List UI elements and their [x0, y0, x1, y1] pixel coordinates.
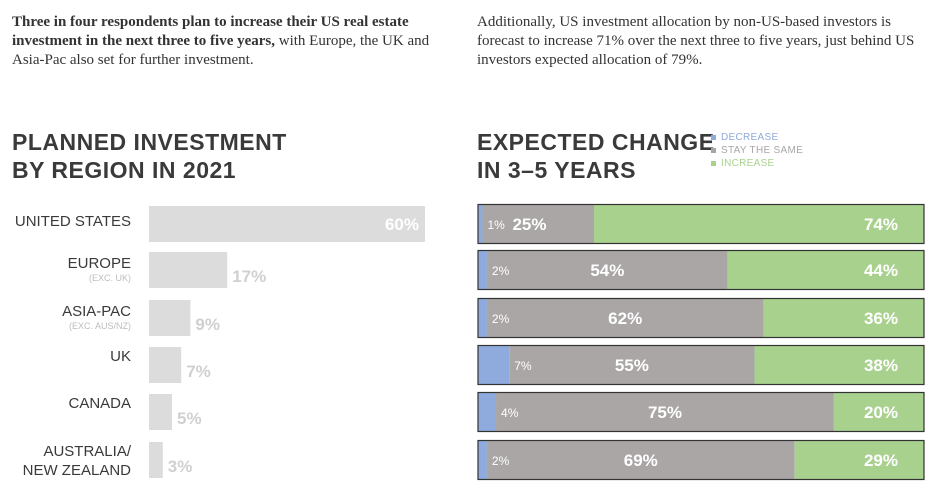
segment-increase: [794, 440, 924, 480]
planned-heading-line1: PLANNED INVESTMENT: [12, 129, 287, 155]
region-label: UK: [110, 348, 131, 365]
planned-investment-heading: PLANNED INVESTMENT BY REGION IN 2021: [12, 128, 287, 184]
stacked-bar-outline: [477, 203, 925, 245]
increase-value-label: 74%: [864, 215, 898, 234]
planned-heading-line2: BY REGION IN 2021: [12, 157, 237, 183]
segment-decrease: [478, 440, 487, 480]
legend-label-stay: STAY THE SAME: [721, 145, 804, 156]
stay-value-label: 55%: [615, 356, 649, 375]
intro-left-bold: Three in four respondents plan to increa…: [12, 14, 409, 49]
legend-swatch-stay: [711, 148, 716, 153]
decrease-value-label: 2%: [492, 454, 510, 468]
segment-increase: [763, 298, 924, 338]
legend-item-increase: INCREASE: [711, 157, 803, 170]
region-label: EUROPE: [68, 255, 131, 272]
intro-right: Additionally, US investment allocation b…: [477, 14, 915, 68]
segment-stay: [496, 392, 834, 432]
region-bar: [149, 442, 163, 478]
increase-value-label: 44%: [864, 261, 898, 280]
stacked-bar-outline: [477, 391, 925, 433]
segment-increase: [754, 345, 924, 385]
stay-value-label: 25%: [512, 215, 546, 234]
segment-decrease: [478, 392, 497, 432]
segment-decrease: [478, 345, 510, 385]
intro-left-rest: with Europe, the UK and Asia-Pac also se…: [12, 33, 430, 68]
intro-left: Three in four respondents plan to increa…: [12, 13, 457, 70]
segment-increase: [833, 392, 924, 432]
region-note: (EXC. UK): [89, 273, 131, 283]
region-value-label: 7%: [186, 362, 211, 381]
increase-value-label: 38%: [864, 356, 898, 375]
legend-swatch-decrease: [711, 135, 716, 140]
stay-value-label: 69%: [624, 451, 658, 470]
region-note: (EXC. AUS/NZ): [69, 321, 131, 331]
stacked-bar-outline: [477, 439, 925, 481]
region-value-label: 17%: [232, 267, 266, 286]
region-value-label: 5%: [177, 409, 202, 428]
segment-stay: [509, 345, 755, 385]
decrease-value-label: 2%: [492, 312, 510, 326]
increase-value-label: 29%: [864, 451, 898, 470]
legend-item-stay: STAY THE SAME: [711, 144, 803, 157]
stay-value-label: 62%: [608, 309, 642, 328]
region-value-label: 3%: [168, 457, 193, 476]
segment-stay: [486, 298, 764, 338]
segment-stay: [482, 204, 594, 244]
legend-label-increase: INCREASE: [721, 158, 775, 169]
region-bar: [149, 300, 191, 336]
stay-value-label: 75%: [648, 403, 682, 422]
segment-increase: [593, 204, 924, 244]
segment-decrease: [478, 298, 487, 338]
legend-label-decrease: DECREASE: [721, 132, 779, 143]
region-value-label: 9%: [195, 315, 220, 334]
expected-heading-line2: IN 3–5 YEARS: [477, 157, 636, 183]
expected-heading-line1: EXPECTED CHANGE: [477, 129, 715, 155]
segment-stay: [486, 250, 728, 290]
region-label: CANADA: [68, 395, 131, 412]
segment-decrease: [478, 204, 483, 244]
region-label: ASIA-PAC: [62, 303, 131, 320]
increase-value-label: 36%: [864, 309, 898, 328]
decrease-value-label: 7%: [514, 359, 532, 373]
region-label: NEW ZEALAND: [23, 462, 132, 479]
region-label: AUSTRALIA/: [43, 443, 131, 460]
decrease-value-label: 1%: [487, 218, 505, 232]
stay-value-label: 54%: [590, 261, 624, 280]
decrease-value-label: 2%: [492, 264, 510, 278]
planned-investment-chart: 60% UNITED STATES 17% EUROPE(EXC. UK) 9% ASIA…: [15, 206, 425, 479]
segment-decrease: [478, 250, 487, 290]
stacked-bar-outline: [477, 249, 925, 291]
region-value-label: 60%: [385, 215, 419, 234]
expected-change-heading: EXPECTED CHANGE IN 3–5 YEARS: [477, 128, 715, 184]
legend-item-decrease: DECREASE: [711, 131, 803, 144]
segment-increase: [727, 250, 924, 290]
region-bar: [149, 347, 182, 383]
legend-swatch-increase: [711, 161, 716, 166]
chart-legend: DECREASE STAY THE SAME INCREASE: [711, 131, 803, 170]
region-bar: [149, 206, 425, 242]
region-bar: [149, 394, 172, 430]
stacked-bar-outline: [477, 297, 925, 339]
stacked-bar-outline: [477, 344, 925, 386]
region-label: UNITED STATES: [15, 213, 131, 230]
segment-stay: [486, 440, 795, 480]
region-bar: [149, 252, 228, 288]
decrease-value-label: 4%: [501, 406, 519, 420]
increase-value-label: 20%: [864, 403, 898, 422]
